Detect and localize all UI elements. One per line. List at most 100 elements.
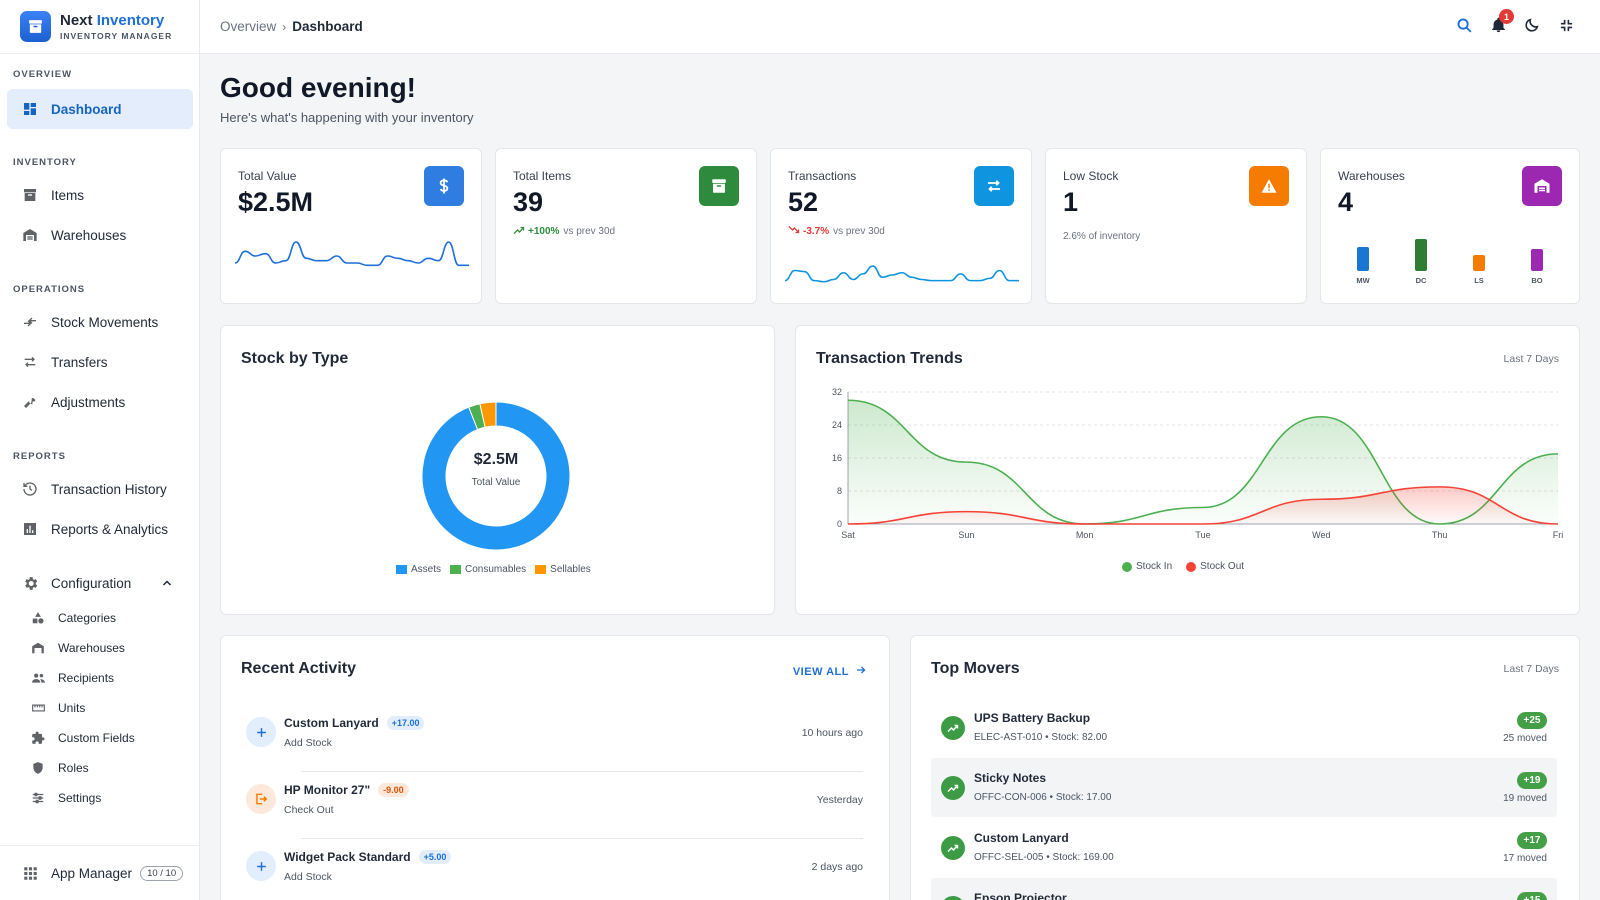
config-item-settings[interactable]: Settings bbox=[30, 785, 101, 811]
x-tick-label: Sun bbox=[958, 530, 974, 540]
legend-item[interactable]: Assets bbox=[396, 564, 441, 575]
x-tick-label: Thu bbox=[1432, 530, 1448, 540]
stat-card-total-value[interactable]: Total Value $2.5M bbox=[220, 148, 482, 304]
app-count-badge: 10 / 10 bbox=[140, 865, 184, 881]
warehouse-bar bbox=[1473, 255, 1485, 271]
brand-title: Next Inventory bbox=[60, 11, 165, 29]
search-icon[interactable] bbox=[1454, 14, 1474, 36]
period-label: Last 7 Days bbox=[1503, 663, 1559, 675]
sidebar-item-label: Items bbox=[51, 187, 85, 203]
sidebar-item-reports-analytics[interactable]: Reports & Analytics bbox=[7, 509, 193, 549]
bar-chart-icon bbox=[21, 520, 39, 538]
donut-slice-assets[interactable] bbox=[421, 401, 571, 551]
trending-down-icon bbox=[788, 225, 800, 238]
mover-sku: ELEC-AST-010 • Stock: 82.00 bbox=[974, 732, 1108, 743]
mover-name: UPS Battery Backup bbox=[974, 711, 1091, 725]
activity-name: Widget Pack Standard +5.00 bbox=[284, 850, 452, 864]
moved-label: 17 moved bbox=[1503, 853, 1547, 864]
donut-slice-sellables[interactable] bbox=[479, 401, 497, 428]
config-item-label: Warehouses bbox=[58, 641, 125, 655]
view-all-link[interactable]: VIEW ALL bbox=[793, 664, 867, 679]
legend-label: Consumables bbox=[465, 564, 527, 575]
stat-trend: -3.7% vs prev 30d bbox=[788, 225, 885, 238]
mover-row[interactable]: Custom Lanyard OFFC-SEL-005 • Stock: 169.… bbox=[931, 818, 1557, 877]
archive-box-icon bbox=[20, 11, 51, 42]
stat-card-total-items[interactable]: Total Items 39 +100% vs prev 30d bbox=[495, 148, 757, 304]
config-item-categories[interactable]: Categories bbox=[30, 605, 116, 631]
movement-arrows-icon bbox=[21, 313, 39, 331]
sidebar-item-transfers[interactable]: Transfers bbox=[7, 342, 193, 382]
sidebar-divider bbox=[0, 845, 200, 846]
topbar: Overview › Dashboard 1 bbox=[200, 0, 1600, 54]
legend-label: Stock Out bbox=[1200, 561, 1245, 572]
series-line[interactable] bbox=[847, 486, 1559, 525]
mover-sku: OFFC-SEL-005 • Stock: 169.00 bbox=[974, 852, 1114, 863]
stat-value: 39 bbox=[513, 187, 544, 217]
brand[interactable]: Next Inventory INVENTORY MANAGER bbox=[0, 0, 199, 54]
inventory-box-icon bbox=[21, 186, 39, 204]
legend-item[interactable]: Sellables bbox=[535, 564, 591, 575]
stat-card-transactions[interactable]: Transactions 52 -3.7% vs prev 30d bbox=[770, 148, 1032, 304]
x-tick-label: Tue bbox=[1195, 530, 1210, 540]
activity-item-name: Custom Lanyard bbox=[284, 716, 379, 730]
gear-icon bbox=[21, 574, 39, 592]
sidebar-item-configuration[interactable]: Configuration bbox=[7, 563, 187, 603]
stat-card-warehouses[interactable]: Warehouses 4 MW DC LS BO bbox=[1320, 148, 1580, 304]
legend-item[interactable]: Stock In bbox=[1122, 561, 1172, 572]
config-item-label: Roles bbox=[58, 761, 89, 775]
stat-card-low-stock[interactable]: Low Stock 1 2.6% of inventory bbox=[1045, 148, 1307, 304]
trending-up-icon bbox=[941, 776, 965, 800]
config-item-custom-fields[interactable]: Custom Fields bbox=[30, 725, 135, 751]
warehouse-bar bbox=[1357, 247, 1369, 271]
sidebar-item-app-manager[interactable]: App Manager 10 / 10 bbox=[7, 853, 193, 893]
sidebar-item-label: Configuration bbox=[51, 575, 132, 591]
moved-label: 25 moved bbox=[1503, 733, 1547, 744]
stat-value: 1 bbox=[1063, 187, 1079, 217]
chevron-up-icon[interactable] bbox=[161, 577, 173, 592]
mover-row[interactable]: Sticky Notes OFFC-CON-006 • Stock: 17.00 +… bbox=[931, 758, 1557, 817]
stat-label: Low Stock bbox=[1063, 169, 1119, 183]
mover-row[interactable]: UPS Battery Backup ELEC-AST-010 • Stock: … bbox=[931, 698, 1557, 757]
trending-up-icon bbox=[941, 896, 965, 900]
sidebar-item-dashboard[interactable]: Dashboard bbox=[7, 89, 193, 129]
dollar-icon bbox=[424, 166, 464, 206]
sidebar-item-items[interactable]: Items bbox=[7, 175, 193, 215]
row-divider bbox=[301, 838, 863, 839]
legend-label: Stock In bbox=[1136, 561, 1173, 572]
activity-row[interactable]: Custom Lanyard +17.00 Add Stock 10 hours ag… bbox=[246, 706, 863, 772]
activity-row[interactable]: Widget Pack Standard +5.00 Add Stock 2 days… bbox=[246, 840, 863, 900]
sidebar-item-transaction-history[interactable]: Transaction History bbox=[7, 469, 193, 509]
sidebar-item-stock-movements[interactable]: Stock Movements bbox=[7, 302, 193, 342]
notifications-bell-icon[interactable]: 1 bbox=[1488, 9, 1514, 36]
sidebar-item-adjustments[interactable]: Adjustments bbox=[7, 382, 193, 422]
apps-grid-icon bbox=[21, 864, 39, 882]
mover-name: Custom Lanyard bbox=[974, 831, 1069, 845]
top-movers-card: Top Movers Last 7 Days UPS Battery Backu… bbox=[910, 635, 1580, 900]
config-item-roles[interactable]: Roles bbox=[30, 755, 89, 781]
shield-icon bbox=[30, 760, 46, 776]
sidebar: Next Inventory INVENTORY MANAGER OVERVIE… bbox=[0, 0, 200, 900]
breadcrumb-separator: › bbox=[282, 19, 287, 34]
legend-item[interactable]: Stock Out bbox=[1186, 561, 1244, 572]
activity-name: HP Monitor 27" -9.00 bbox=[284, 783, 409, 797]
breadcrumb-overview[interactable]: Overview bbox=[220, 19, 277, 34]
activity-row[interactable]: HP Monitor 27" -9.00 Check Out Yesterday bbox=[246, 773, 863, 839]
sidebar-item-label: Stock Movements bbox=[51, 314, 159, 330]
dark-mode-moon-icon[interactable] bbox=[1522, 14, 1542, 36]
warehouse-bar bbox=[1531, 249, 1543, 271]
stock-donut-chart bbox=[421, 401, 571, 551]
sidebar-item-label: Dashboard bbox=[51, 101, 122, 117]
mover-row[interactable]: Epson Projector +15 bbox=[931, 878, 1557, 900]
breadcrumb-current: Dashboard bbox=[292, 19, 363, 34]
config-item-warehouses[interactable]: Warehouses bbox=[30, 635, 125, 661]
stat-value: 4 bbox=[1338, 187, 1354, 217]
legend-item[interactable]: Consumables bbox=[450, 564, 526, 575]
trend-note: vs prev 30d bbox=[833, 226, 885, 237]
activity-type: Add Stock bbox=[284, 871, 332, 883]
stat-value: 52 bbox=[788, 187, 819, 217]
config-item-recipients[interactable]: Recipients bbox=[30, 665, 114, 691]
exit-fullscreen-icon[interactable] bbox=[1556, 14, 1576, 36]
sidebar-item-warehouses[interactable]: Warehouses bbox=[7, 215, 193, 255]
sidebar-item-label: Transfers bbox=[51, 354, 108, 370]
config-item-units[interactable]: Units bbox=[30, 695, 85, 721]
